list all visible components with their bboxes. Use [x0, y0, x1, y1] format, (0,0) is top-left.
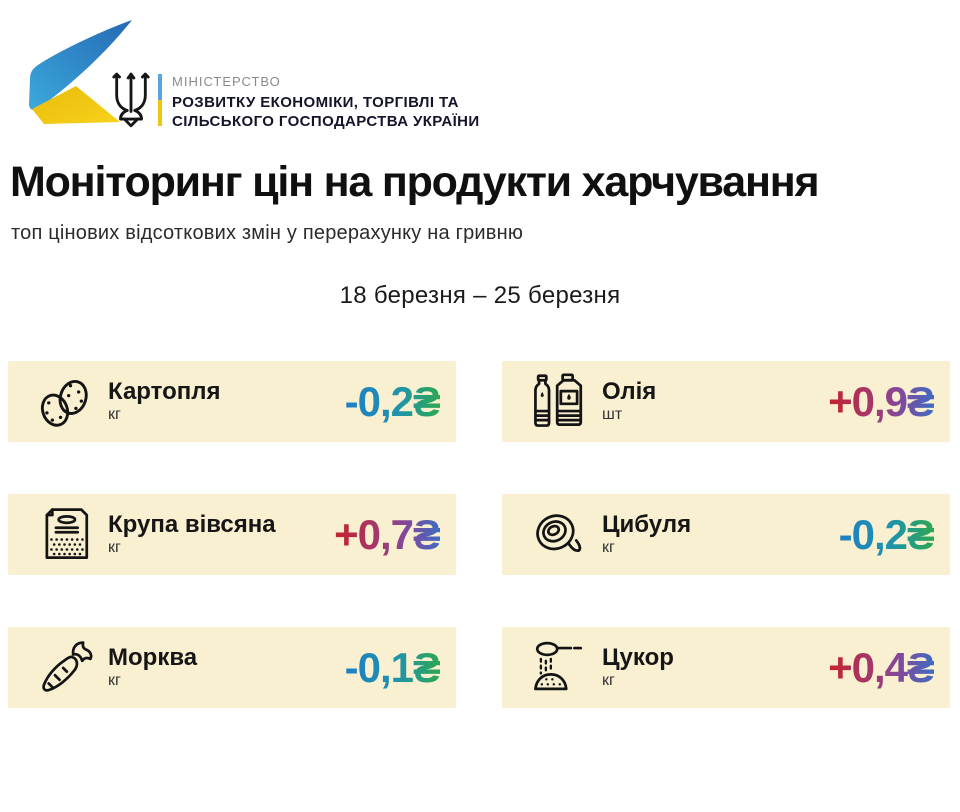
product-card: Цибуля кг -0,2₴ — [502, 494, 950, 575]
product-unit: кг — [602, 672, 615, 689]
carrot-icon — [34, 637, 96, 699]
product-text: Цукор кг — [602, 645, 674, 690]
product-name: Крупа вівсяна — [108, 511, 276, 538]
product-unit: кг — [602, 539, 615, 556]
ministry-name-line2: СІЛЬСЬКОГО ГОСПОДАРСТВА УКРАЇНИ — [172, 113, 480, 130]
ministry-label: МІНІСТЕРСТВО — [172, 74, 281, 89]
date-range: 18 березня – 25 березня — [339, 282, 621, 309]
product-text: Картопля кг — [108, 379, 220, 424]
product-unit: кг — [108, 539, 121, 556]
ministry-name: МІНІСТЕРСТВО РОЗВИТКУ ЕКОНОМІКИ, ТОРГІВЛ… — [172, 74, 480, 131]
product-name: Картопля — [108, 378, 221, 405]
product-card: Картопля кг -0,2₴ — [8, 361, 456, 442]
groats-icon — [34, 504, 96, 566]
product-name: Олія — [602, 378, 657, 405]
product-card: Олія шт +0,9₴ — [502, 361, 950, 442]
product-card: Крупа вівсяна кг +0,7₴ — [8, 494, 456, 575]
brand-divider-yellow — [158, 100, 162, 126]
price-change: +0,9₴ — [828, 377, 935, 425]
page-title: Моніторинг цін на продукти харчування — [10, 158, 820, 206]
product-unit: шт — [602, 406, 623, 423]
product-unit: кг — [108, 672, 121, 689]
ministry-logo-flag-icon — [29, 20, 132, 124]
price-change: -0,2₴ — [838, 510, 935, 558]
product-text: Крупа вівсяна кг — [108, 512, 276, 557]
product-card: Цукор кг +0,4₴ — [502, 627, 950, 708]
trident-emblem-icon — [112, 72, 150, 128]
sugar-icon — [528, 637, 590, 699]
ministry-name-line1: РОЗВИТКУ ЕКОНОМІКИ, ТОРГІВЛІ ТА — [172, 94, 459, 111]
product-text: Морква кг — [108, 645, 197, 690]
cards-grid: Картопля кг -0,2₴ Олія шт +0,9₴ Крупа ві… — [8, 361, 950, 708]
price-change: -0,2₴ — [344, 377, 441, 425]
brand-divider-blue — [158, 74, 162, 100]
price-change: +0,4₴ — [828, 643, 935, 691]
product-text: Цибуля кг — [602, 512, 691, 557]
product-text: Олія шт — [602, 379, 656, 424]
product-name: Цибуля — [602, 511, 692, 538]
oil-icon — [528, 371, 590, 433]
product-unit: кг — [108, 406, 121, 423]
brand-divider — [158, 74, 162, 126]
page-subtitle: топ цінових відсоткових змін у перерахун… — [11, 222, 524, 244]
price-change: +0,7₴ — [334, 510, 441, 558]
onion-icon — [528, 504, 590, 566]
potato-icon — [34, 371, 96, 433]
product-name: Цукор — [602, 644, 674, 671]
product-card: Морква кг -0,1₴ — [8, 627, 456, 708]
price-change: -0,1₴ — [344, 643, 441, 691]
product-name: Морква — [108, 644, 198, 671]
